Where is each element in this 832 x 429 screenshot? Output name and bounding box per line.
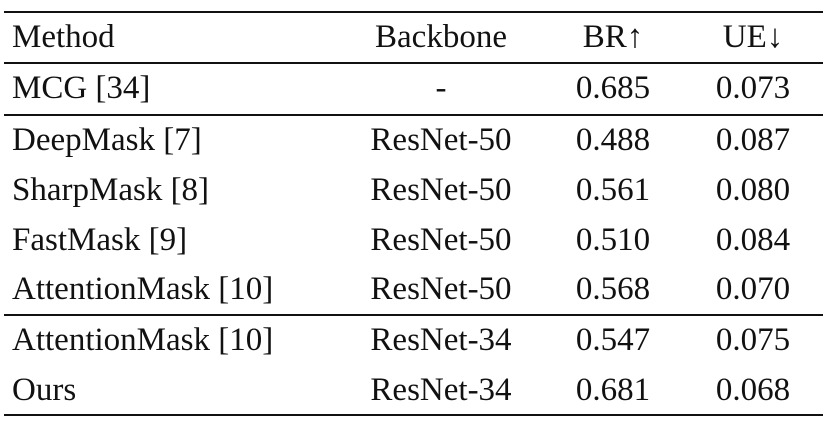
cell-ue: 0.070 <box>715 271 791 307</box>
header-rule <box>4 62 823 64</box>
bottom-rule <box>4 414 823 416</box>
header-ue: UE↓ <box>722 19 784 55</box>
cell-ue: 0.068 <box>715 372 791 408</box>
cell-method: AttentionMask [10] <box>12 271 274 307</box>
cell-ue: 0.084 <box>715 222 791 258</box>
cell-backbone: ResNet-34 <box>370 322 512 358</box>
top-rule <box>4 11 823 13</box>
cell-ue: 0.075 <box>715 322 791 358</box>
cell-method: SharpMask [8] <box>12 172 210 208</box>
cell-br: 0.685 <box>575 70 651 106</box>
cell-ue: 0.073 <box>715 70 791 106</box>
cell-backbone: ResNet-50 <box>370 222 512 258</box>
cell-br: 0.510 <box>575 222 651 258</box>
header-backbone: Backbone <box>375 19 507 55</box>
cell-method: FastMask [9] <box>12 222 188 258</box>
cell-br: 0.561 <box>575 172 651 208</box>
cell-br: 0.488 <box>575 122 651 158</box>
cell-method: AttentionMask [10] <box>12 322 274 358</box>
cell-backbone: ResNet-34 <box>370 372 512 408</box>
group-rule-2 <box>4 314 823 316</box>
cell-method: DeepMask [7] <box>12 122 202 158</box>
cell-br: 0.681 <box>575 372 651 408</box>
header-method: Method <box>12 19 115 55</box>
cell-method: Ours <box>12 372 77 408</box>
cell-method: MCG [34] <box>12 70 151 106</box>
cell-ue: 0.087 <box>715 122 791 158</box>
group-rule-1 <box>4 114 823 116</box>
cell-br: 0.547 <box>575 322 651 358</box>
cell-ue: 0.080 <box>715 172 791 208</box>
cell-backbone: ResNet-50 <box>370 172 512 208</box>
cell-br: 0.568 <box>575 271 651 307</box>
header-br: BR↑ <box>582 19 644 55</box>
cell-backbone: - <box>435 70 447 106</box>
cell-backbone: ResNet-50 <box>370 271 512 307</box>
cell-backbone: ResNet-50 <box>370 122 512 158</box>
